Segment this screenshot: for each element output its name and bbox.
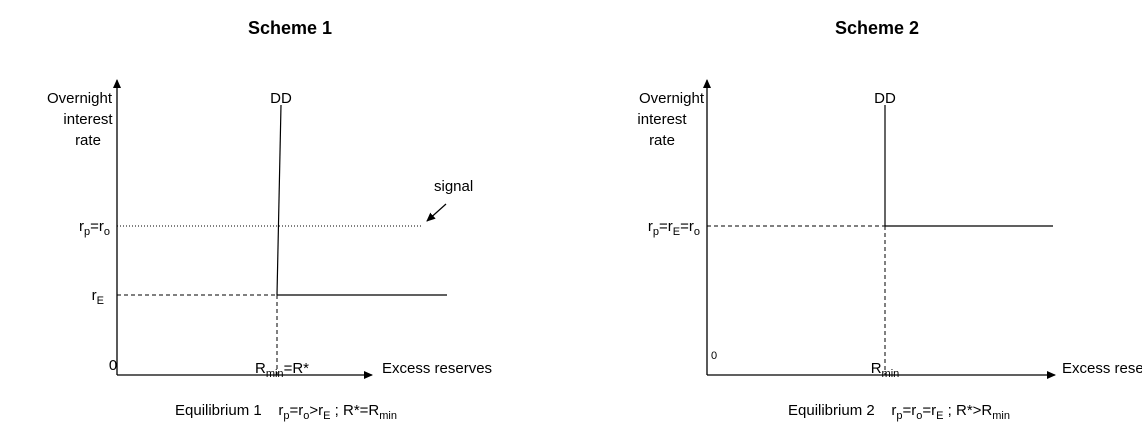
subscript: E — [936, 410, 943, 422]
curve-label: DD — [874, 90, 896, 107]
subscript: o — [104, 226, 110, 238]
y-axis-label: rate — [649, 132, 675, 149]
x-axis-label: Excess reserves — [382, 360, 492, 377]
subscript: p — [84, 226, 90, 238]
subscript: min — [992, 410, 1010, 422]
subscript: min — [266, 368, 284, 380]
y-axis-label: interest — [637, 111, 687, 128]
origin-label: 0 — [711, 350, 717, 362]
y-axis-label: rate — [75, 132, 101, 149]
text-part: >r — [309, 402, 323, 419]
subscript: o — [916, 410, 922, 422]
text-part: R — [871, 360, 882, 377]
text-part: =r — [90, 218, 104, 235]
text-part: Equilibrium 1 r — [175, 402, 283, 419]
text-part: Equilibrium 2 r — [788, 402, 896, 419]
subscript: p — [896, 410, 902, 422]
level-label: rE — [92, 287, 104, 307]
subscript: p — [283, 410, 289, 422]
text-part: =R* — [284, 360, 310, 377]
text-part: r — [648, 218, 653, 235]
subscript: E — [323, 410, 330, 422]
scheme-title: Scheme 1 — [248, 18, 332, 38]
x-axis-label: Excess reserves — [1062, 360, 1142, 377]
text-part: r — [92, 287, 97, 304]
text-part: ; R*>R — [944, 402, 993, 419]
caption: Equilibrium 1 rp=ro>rE ; R*=Rmin — [175, 402, 397, 422]
subscript: o — [694, 226, 700, 238]
y-axis-label: interest — [63, 111, 113, 128]
subscript: min — [379, 410, 397, 422]
y-axis-label: Overnight — [639, 90, 705, 107]
text-part: =r — [680, 218, 694, 235]
signal-label: signal — [434, 178, 473, 195]
subscript: p — [653, 226, 659, 238]
text-part: ; R*=R — [331, 402, 380, 419]
demand-curve-vertical — [276, 104, 282, 296]
scheme-2: Scheme 2 Overnight interest rate 0 Exces… — [637, 18, 1142, 422]
subscript: o — [303, 410, 309, 422]
text-part: R — [255, 360, 266, 377]
caption: Equilibrium 2 rp=ro=rE ; R*>Rmin — [788, 402, 1010, 422]
y-axis-label: Overnight — [47, 90, 113, 107]
scheme-1: Scheme 1 Overnight interest rate 0 Exces… — [47, 18, 492, 422]
subscript: min — [882, 368, 900, 380]
subscript: E — [673, 226, 680, 238]
level-label: rp=rE=ro — [648, 218, 700, 238]
level-label: rp=ro — [79, 218, 110, 238]
text-part: =r — [659, 218, 673, 235]
text-part: =r — [903, 402, 917, 419]
text-part: r — [79, 218, 84, 235]
x-mark-label: Rmin=R* — [255, 360, 309, 380]
curve-label: DD — [270, 90, 292, 107]
origin-label: 0 — [109, 357, 117, 374]
scheme-title: Scheme 2 — [835, 18, 919, 38]
subscript: E — [97, 295, 104, 307]
text-part: =r — [922, 402, 936, 419]
signal-arrow — [426, 203, 447, 222]
text-part: =r — [290, 402, 304, 419]
x-mark-label: Rmin — [871, 360, 900, 380]
